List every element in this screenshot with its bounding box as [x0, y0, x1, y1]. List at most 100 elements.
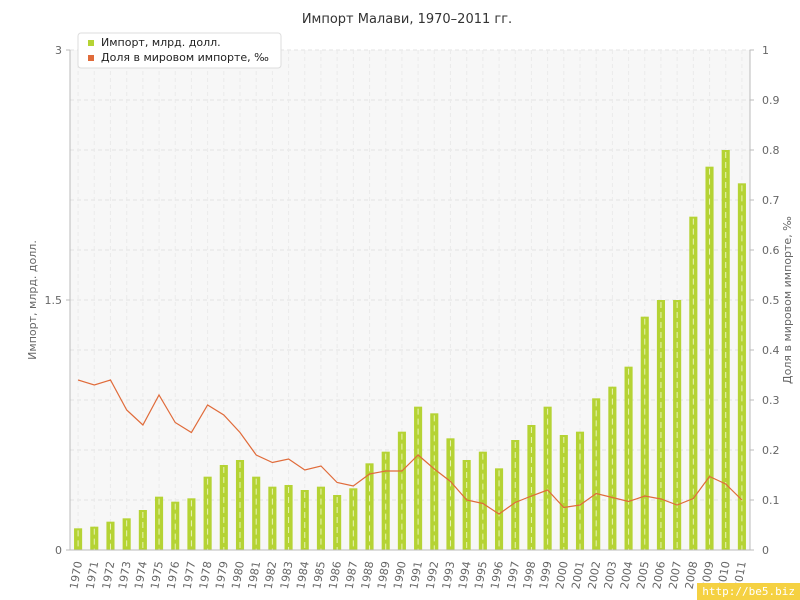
- bar[interactable]: [673, 300, 682, 550]
- bar-fill: [349, 488, 358, 550]
- bar[interactable]: [90, 526, 99, 550]
- legend-swatch-import: [88, 40, 94, 46]
- x-tick-label: 1986: [326, 560, 344, 590]
- x-tick-label: 1983: [278, 560, 296, 590]
- x-tick-label: 1974: [132, 560, 150, 590]
- bar[interactable]: [543, 406, 552, 550]
- y-tick-right-label: 0.2: [762, 444, 780, 457]
- bar[interactable]: [122, 518, 131, 550]
- bar[interactable]: [575, 431, 585, 550]
- legend[interactable]: Импорт, млрд. долл. Доля в мировом импор…: [77, 32, 282, 69]
- bar[interactable]: [397, 431, 406, 550]
- bar[interactable]: [721, 150, 730, 550]
- x-tick-label: 2011: [731, 560, 749, 590]
- bar-fill: [316, 486, 325, 550]
- bar[interactable]: [333, 495, 342, 550]
- bar[interactable]: [300, 490, 309, 550]
- bar[interactable]: [527, 425, 536, 550]
- y-tick-left-label: 0: [55, 544, 62, 557]
- x-tick-label: 1972: [100, 560, 118, 590]
- y-tick-right-label: 0.6: [762, 244, 780, 257]
- x-tick-label: 1978: [197, 560, 215, 590]
- x-tick-label: 1975: [148, 560, 166, 590]
- x-tick-label: 1973: [116, 560, 134, 590]
- bar[interactable]: [705, 166, 714, 550]
- x-tick-label: 2005: [634, 560, 652, 590]
- bar[interactable]: [608, 386, 617, 550]
- bar[interactable]: [106, 521, 115, 550]
- bar[interactable]: [462, 460, 471, 550]
- legend-item-import[interactable]: Импорт, млрд. долл.: [101, 36, 221, 49]
- bar[interactable]: [138, 510, 147, 550]
- x-tick-label: 2009: [699, 560, 717, 590]
- bar-fill: [74, 528, 83, 550]
- x-tick-label: 1994: [456, 560, 474, 590]
- bar[interactable]: [430, 413, 439, 550]
- bar[interactable]: [203, 476, 212, 550]
- bar-fill: [495, 468, 504, 550]
- bar[interactable]: [365, 463, 374, 550]
- bar[interactable]: [235, 460, 245, 550]
- bar-fill: [705, 166, 714, 550]
- bar[interactable]: [592, 398, 601, 550]
- bar[interactable]: [349, 488, 358, 550]
- bar[interactable]: [316, 486, 325, 550]
- watermark-link[interactable]: http://be5.biz: [697, 583, 800, 600]
- bar-fill: [478, 451, 487, 550]
- x-tick-label: 1991: [407, 560, 425, 590]
- bar[interactable]: [171, 501, 180, 550]
- x-tick-label: 1984: [294, 560, 312, 590]
- x-tick-label: 1998: [521, 560, 539, 590]
- bar[interactable]: [187, 498, 196, 550]
- legend-box: [77, 32, 282, 69]
- bar[interactable]: [252, 476, 261, 550]
- bar-fill: [575, 431, 585, 550]
- bar[interactable]: [381, 451, 390, 550]
- bar[interactable]: [268, 486, 277, 550]
- y-tick-right-label: 0.9: [762, 94, 780, 107]
- x-tick-label: 1979: [213, 560, 231, 590]
- bar[interactable]: [737, 183, 746, 551]
- bar[interactable]: [155, 496, 164, 550]
- bar[interactable]: [219, 465, 228, 550]
- bar[interactable]: [495, 468, 504, 550]
- x-tick-label: 2010: [715, 560, 733, 590]
- x-tick-label: 1985: [310, 560, 328, 590]
- bar-fill: [430, 413, 439, 550]
- bar-fill: [414, 406, 423, 550]
- bar[interactable]: [74, 528, 83, 550]
- bar-fill: [397, 431, 406, 550]
- x-tick-label: 1999: [537, 560, 555, 590]
- bar-fill: [608, 386, 617, 550]
- x-tick-label: 2002: [585, 560, 603, 590]
- x-tick-label: 1977: [181, 560, 199, 590]
- x-tick-label: 2007: [666, 560, 684, 590]
- y-tick-right-label: 0.5: [762, 294, 780, 307]
- y-axis-left-label: Импорт, млрд. долл.: [26, 240, 39, 360]
- y-tick-left-label: 1.5: [45, 294, 63, 307]
- bar[interactable]: [284, 485, 293, 550]
- bar[interactable]: [689, 216, 698, 550]
- x-tick-label: 1988: [359, 560, 377, 590]
- legend-item-share[interactable]: Доля в мировом импорте, ‰: [101, 51, 269, 64]
- bar[interactable]: [624, 366, 633, 550]
- x-tick-label: 1980: [229, 560, 247, 590]
- bar[interactable]: [511, 440, 520, 550]
- x-tick-label: 1970: [67, 560, 85, 590]
- bar[interactable]: [414, 406, 423, 550]
- bar[interactable]: [559, 435, 568, 550]
- x-tick-label: 1987: [343, 560, 361, 590]
- bar[interactable]: [478, 451, 487, 550]
- bar[interactable]: [446, 438, 455, 550]
- x-tick-label: 1981: [245, 560, 263, 590]
- line-series: [77, 379, 743, 515]
- bar-fill: [138, 510, 147, 550]
- x-tick-label: 1993: [440, 560, 458, 590]
- chart-title: Импорт Малави, 1970–2011 гг.: [302, 12, 512, 27]
- legend-swatch-share: [88, 55, 94, 61]
- bar[interactable]: [640, 316, 649, 550]
- bar[interactable]: [656, 300, 665, 550]
- bar-fill: [543, 406, 552, 550]
- x-tick-label: 1982: [262, 560, 280, 590]
